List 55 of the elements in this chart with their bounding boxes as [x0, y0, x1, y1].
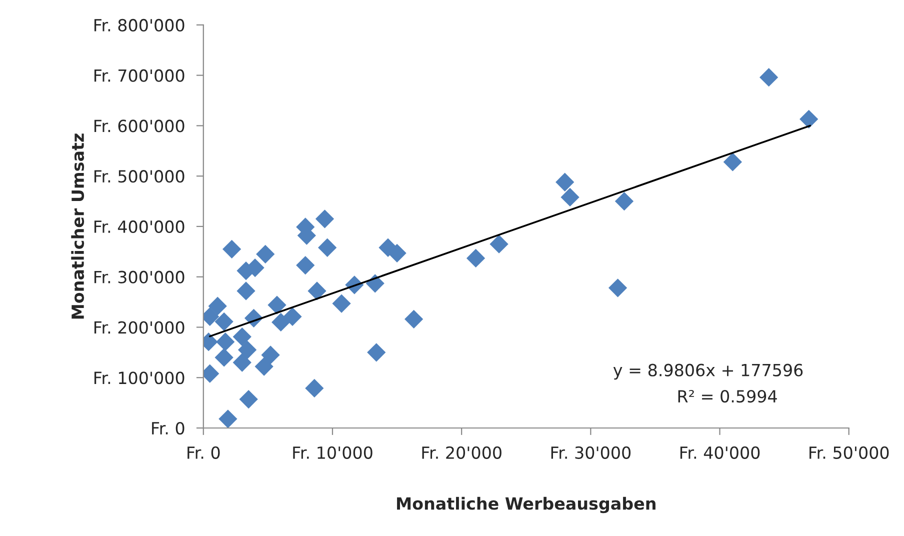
x-tick-label: Fr. 10'000 [293, 446, 372, 459]
point [490, 234, 508, 254]
y-tick-label: Fr. 300'000 [94, 270, 184, 284]
point [723, 152, 742, 172]
point [315, 210, 334, 228]
y-tick-label: Fr. 100'000 [94, 372, 184, 384]
point [256, 244, 275, 264]
point [760, 68, 778, 87]
point [296, 256, 315, 275]
point [218, 410, 238, 428]
point [214, 348, 234, 367]
x-axis-title: Monatliche Werbeausgaben [397, 496, 656, 514]
x-tick-label: Fr. 0 [188, 446, 220, 459]
point [216, 332, 235, 352]
point [272, 312, 290, 332]
y-tick-label: Fr. 200'000 [94, 321, 184, 334]
x-tick-label: Fr. 30'000 [551, 446, 631, 459]
point [232, 327, 252, 346]
x-tick-label: Fr. 40'000 [680, 446, 760, 459]
point [305, 378, 324, 398]
point [367, 343, 386, 362]
point [800, 110, 818, 128]
point [308, 282, 326, 300]
point [222, 240, 242, 258]
y-tick-label: Fr. 600'000 [94, 120, 184, 132]
point [261, 346, 280, 364]
y-axis-title: Monatlicher Umsatz [71, 134, 84, 319]
point [283, 307, 302, 326]
y-tick-label: Fr. 700'000 [94, 69, 184, 82]
point [208, 296, 227, 316]
point [214, 312, 234, 332]
x-tick-label: Fr. 20'000 [422, 446, 502, 459]
point [388, 244, 406, 262]
annotation: y = 8.9806x + 177596 [613, 364, 803, 380]
point [236, 282, 256, 300]
y-tick-label: Fr. 400'000 [94, 220, 184, 234]
y-tick-label: Fr. 0 [152, 422, 184, 435]
point [404, 310, 424, 328]
point [614, 192, 634, 211]
x-tick-label: Fr. 50'000 [810, 446, 889, 459]
point [608, 278, 628, 298]
point [318, 238, 337, 257]
point [366, 274, 384, 293]
point [556, 172, 574, 192]
y-tick-label: Fr. 500'000 [94, 170, 184, 183]
y-tick-label: Fr. 800'000 [94, 18, 184, 32]
point [232, 353, 252, 372]
point [332, 294, 351, 313]
point [560, 188, 580, 207]
point [268, 296, 286, 314]
annotation: R² = 0.5994 [678, 390, 777, 403]
point [239, 390, 258, 409]
point [466, 248, 486, 268]
point [254, 357, 274, 376]
point [238, 340, 257, 360]
